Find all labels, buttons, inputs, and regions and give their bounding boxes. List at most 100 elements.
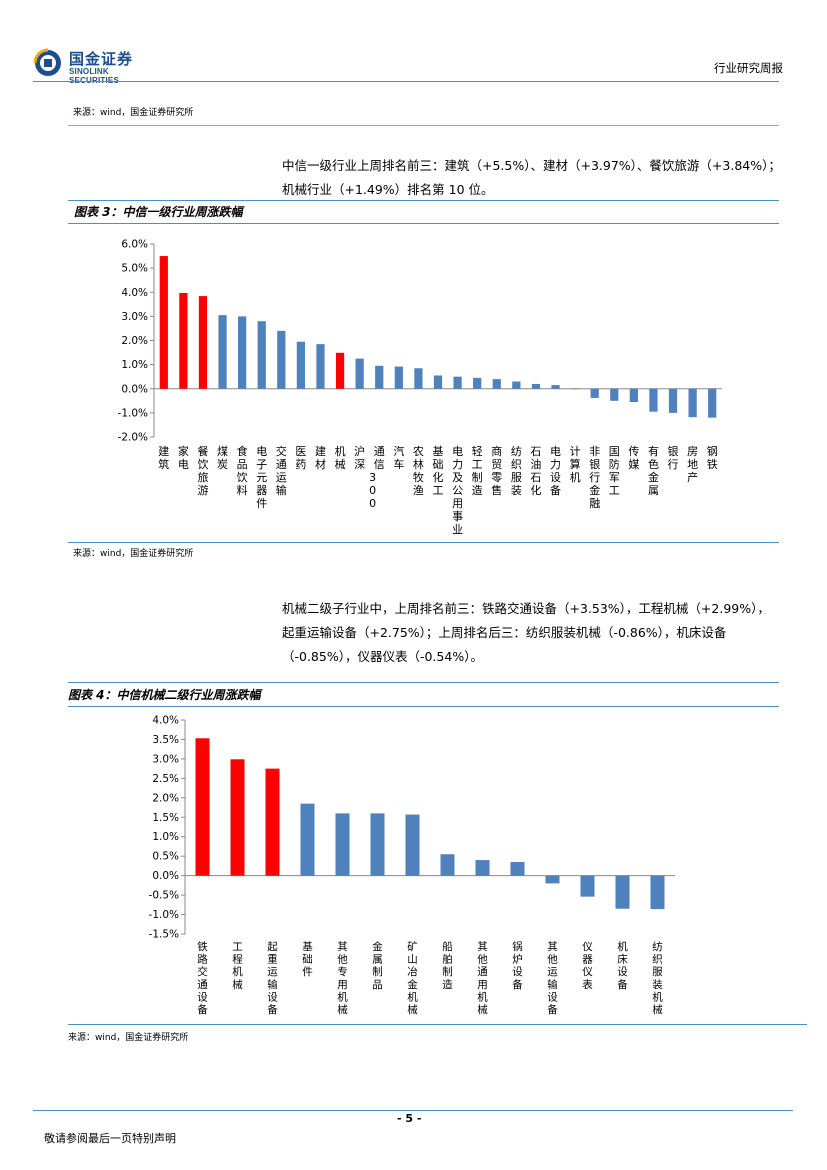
c3-x-tick-label: 汽车: [393, 444, 404, 471]
c3-y-tick-label: 0.0%: [121, 383, 148, 395]
c4-x-tick-label: 矿山冶金机械: [407, 940, 418, 1016]
c3-y-tick-label: 2.0%: [121, 335, 148, 347]
c4-x-tick-label: 机床设备: [617, 940, 628, 991]
c4-y-tick-label: -1.5%: [149, 929, 179, 941]
c3-bar: [375, 365, 384, 389]
c3-x-tick-label: 非银行金融: [589, 445, 600, 510]
c4-bar: [335, 813, 350, 876]
c3-x-tick-label: 传媒: [628, 445, 639, 471]
c3-bar: [335, 352, 345, 389]
c3-x-tick-label: 电力设备: [550, 445, 561, 497]
c3-x-tick-label: 轻工制造: [472, 444, 483, 497]
c3-bar: [238, 316, 247, 389]
c3-bar: [610, 388, 619, 401]
fig3-title: 图表 3：中信一级行业周涨跌幅: [74, 205, 243, 219]
c4-x-tick-label: 仪器仪表: [582, 941, 593, 991]
report-type: 行业研究周报: [714, 61, 783, 75]
c3-bar: [531, 383, 541, 389]
c3-bar: [355, 358, 364, 389]
fig4-title: 图表 4：中信机械二级行业周涨跌幅: [68, 688, 261, 702]
c3-x-tick-label: 基础化工: [433, 445, 444, 497]
c4-y-tick-label: 1.5%: [152, 812, 179, 824]
page-number: - 5 -: [397, 1112, 422, 1125]
c3-bar: [649, 388, 658, 412]
c4-x-tick-label: 其他运输设备: [547, 941, 558, 1016]
c4-x-tick-label: 金属制品: [372, 940, 383, 991]
logo-mark-icon: [33, 48, 61, 76]
c4-y-tick-label: 2.5%: [152, 773, 179, 785]
c4-bar: [510, 862, 525, 876]
c4-y-tick-label: 4.0%: [152, 715, 179, 727]
header-rule: [33, 81, 779, 82]
c4-y-tick-label: 3.5%: [152, 734, 179, 746]
c3-x-tick-label: 煤炭: [217, 445, 228, 471]
c3-bar: [473, 377, 482, 389]
footer-disclaimer: 敬请参阅最后一页特别声明: [44, 1132, 176, 1145]
c3-y-tick-label: 6.0%: [121, 239, 148, 251]
source-fig4: 来源：wind，国金证券研究所: [68, 1033, 189, 1043]
c3-y-tick-label: 1.0%: [121, 359, 148, 371]
c4-bar: [545, 875, 560, 884]
c3-y-tick-label: -2.0%: [118, 432, 148, 444]
c4-bar: [650, 875, 665, 910]
fig4-bottom-rule: [68, 1024, 807, 1025]
c3-y-tick-label: -1.0%: [118, 407, 148, 419]
c3-x-tick-label: 电子元器件: [256, 445, 267, 510]
logo: 国金证券 SINOLINK SECURITIES: [33, 48, 153, 85]
footer-rule: [33, 1110, 793, 1111]
fig3-title-rule: [68, 223, 779, 224]
c4-bar: [475, 860, 490, 876]
c3-bar: [277, 330, 286, 389]
source-top: 来源：wind，国金证券研究所: [73, 108, 194, 118]
c3-bar: [198, 296, 208, 389]
c4-y-tick-label: 0.0%: [152, 870, 179, 882]
source-top-rule: [68, 125, 779, 126]
c4-x-tick-label: 纺织服装机械: [652, 940, 663, 1016]
fig4-title-rule: [68, 706, 779, 707]
c4-bar: [615, 875, 630, 909]
c4-y-tick-label: -0.5%: [149, 890, 179, 902]
c4-bar: [230, 759, 245, 876]
c3-x-tick-label: 医药: [295, 445, 306, 471]
c3-x-tick-label: 纺织服装: [511, 444, 522, 497]
c4-bar: [405, 814, 420, 876]
c3-bar: [414, 368, 423, 389]
c4-x-tick-label: 工程机械: [232, 941, 243, 991]
c3-bar: [551, 385, 560, 389]
c4-x-tick-label: 锅炉设备: [512, 941, 523, 991]
c3-x-tick-label: 交通运输: [276, 444, 287, 497]
c3-bar: [257, 321, 266, 389]
c3-bar: [316, 344, 325, 389]
c3-x-tick-label: 建材: [315, 444, 326, 471]
c4-y-tick-label: 0.5%: [152, 851, 179, 863]
c3-x-tick-label: 电力及公用事业: [452, 445, 463, 536]
c4-y-tick-label: 2.0%: [152, 792, 179, 804]
c3-y-tick-label: 3.0%: [121, 311, 148, 323]
c3-bar: [394, 366, 403, 389]
c4-bar: [370, 813, 385, 876]
c4-y-tick-label: -1.0%: [149, 909, 179, 921]
fig4-top-rule: [68, 682, 779, 683]
c3-bar: [668, 388, 678, 413]
c3-x-tick-label: 房地产: [687, 445, 698, 484]
c4-x-tick-label: 基础件: [302, 940, 313, 978]
c3-bar: [453, 376, 462, 389]
c3-bar: [179, 292, 188, 389]
c3-x-tick-label: 农林牧渔: [413, 444, 424, 497]
c3-bar: [570, 388, 580, 390]
c4-bar: [195, 738, 210, 876]
logo-cn: 国金证券: [69, 50, 134, 68]
c3-x-tick-label: 餐饮旅游: [197, 444, 208, 497]
c3-x-tick-label: 钢铁: [707, 445, 718, 471]
c4-x-tick-label: 起重运输设备: [267, 941, 278, 1016]
c3-bar: [688, 388, 697, 418]
fig3-top-rule: [68, 200, 779, 201]
c3-x-tick-label: 食品饮料: [237, 444, 248, 497]
c3-bar: [218, 315, 227, 389]
c4-bar: [300, 803, 315, 876]
c4-x-tick-label: 船舶制造: [442, 940, 453, 991]
paragraph-1: 中信一级行业上周排名前三：建筑（+5.5%）、建材（+3.97%）、餐饮旅游（+…: [282, 158, 781, 197]
source-fig3: 来源：wind，国金证券研究所: [73, 549, 194, 559]
c4-x-tick-label: 铁路交通设备: [197, 940, 208, 1016]
